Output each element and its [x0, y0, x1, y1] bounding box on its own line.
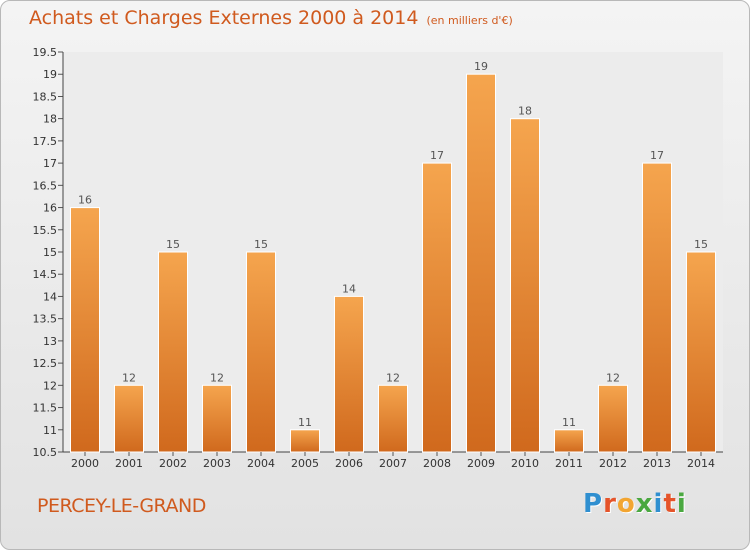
y-tick-label: 19: [43, 68, 57, 81]
bar: [510, 118, 540, 453]
logo-letter: t: [663, 489, 677, 519]
y-tick-label: 16: [43, 202, 57, 215]
y-tick-label: 14: [43, 290, 57, 303]
logo-letter: x: [635, 489, 654, 519]
x-tick-label: 2014: [687, 457, 715, 470]
bar-value-label: 16: [78, 194, 92, 207]
bar-value-label: 14: [342, 282, 356, 295]
x-tick-label: 2009: [467, 457, 495, 470]
logo-letter: i: [653, 489, 664, 519]
bar-value-label: 15: [254, 238, 268, 251]
bar-value-label: 11: [562, 416, 576, 429]
x-tick-label: 2013: [643, 457, 671, 470]
bar-value-label: 12: [606, 371, 620, 384]
x-tick-label: 2001: [115, 457, 143, 470]
bar: [686, 251, 716, 453]
x-tick-label: 2008: [423, 457, 451, 470]
bar: [334, 295, 364, 453]
y-tick-label: 12.5: [33, 357, 58, 370]
logo-letter: P: [583, 489, 604, 519]
bar-value-label: 12: [210, 371, 224, 384]
x-tick-label: 2010: [511, 457, 539, 470]
y-tick-label: 15: [43, 246, 57, 259]
bar: [246, 251, 276, 453]
y-tick-label: 18: [43, 113, 57, 126]
bar: [114, 384, 144, 453]
x-tick-label: 2012: [599, 457, 627, 470]
bar-value-label: 18: [518, 105, 532, 118]
bar: [422, 162, 452, 453]
y-tick-label: 17: [43, 157, 57, 170]
y-tick-label: 15.5: [33, 224, 58, 237]
y-tick-label: 18.5: [33, 90, 58, 103]
x-tick-label: 2006: [335, 457, 363, 470]
bar-value-label: 12: [386, 371, 400, 384]
y-tick-label: 11: [43, 424, 57, 437]
bar-value-label: 11: [298, 416, 312, 429]
y-tick-label: 19.5: [33, 46, 58, 59]
y-tick-label: 11.5: [33, 402, 58, 415]
location-name: PERCEY-LE-GRAND: [37, 495, 206, 517]
bar-value-label: 17: [650, 149, 664, 162]
x-tick-label: 2007: [379, 457, 407, 470]
logo-letter: r: [603, 489, 617, 519]
bar: [70, 207, 100, 453]
bar: [158, 251, 188, 453]
bar: [554, 429, 584, 453]
bar-value-label: 12: [122, 371, 136, 384]
x-tick-label: 2003: [203, 457, 231, 470]
proxiti-logo: Proxiti: [583, 489, 687, 519]
x-tick-label: 2005: [291, 457, 319, 470]
y-tick-label: 17.5: [33, 135, 58, 148]
chart-title-text: Achats et Charges Externes 2000 à 2014: [29, 7, 419, 29]
y-tick-label: 12: [43, 379, 57, 392]
x-tick-label: 2002: [159, 457, 187, 470]
logo-letter: o: [616, 489, 636, 519]
bar: [642, 162, 672, 453]
x-tick-label: 2000: [71, 457, 99, 470]
chart-subtitle: (en milliers d'€): [426, 14, 513, 27]
y-tick-label: 13: [43, 335, 57, 348]
y-tick-label: 13.5: [33, 313, 58, 326]
bar: [290, 429, 320, 453]
x-tick-label: 2011: [555, 457, 583, 470]
bar: [378, 384, 408, 453]
bar-value-label: 17: [430, 149, 444, 162]
logo-letter: i: [676, 489, 687, 519]
y-tick-label: 16.5: [33, 179, 58, 192]
bar-value-label: 15: [166, 238, 180, 251]
bar: [202, 384, 232, 453]
bar-value-label: 15: [694, 238, 708, 251]
bar-value-label: 19: [474, 60, 488, 73]
chart-title: Achats et Charges Externes 2000 à 2014 (e…: [29, 7, 513, 29]
bar: [466, 73, 496, 453]
y-tick-label: 10.5: [33, 446, 58, 459]
x-tick-label: 2004: [247, 457, 275, 470]
y-tick-label: 14.5: [33, 268, 58, 281]
bar: [598, 384, 628, 453]
